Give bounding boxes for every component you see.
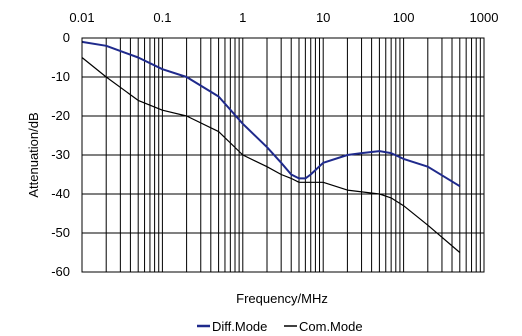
x-tick-label: 100 bbox=[393, 10, 415, 25]
y-tick-label: -10 bbox=[51, 69, 70, 84]
x-tick-label: 10 bbox=[316, 10, 330, 25]
x-tick-label: 0.1 bbox=[153, 10, 171, 25]
legend: Diff.Mode Com.Mode bbox=[197, 319, 363, 334]
x-tick-label: 0.01 bbox=[69, 10, 94, 25]
y-tick-label: -60 bbox=[51, 264, 70, 279]
series-line-com-mode bbox=[81, 57, 461, 253]
y-tick-label: -40 bbox=[51, 186, 70, 201]
legend-label: Diff.Mode bbox=[212, 319, 267, 334]
x-tick-label: 1000 bbox=[470, 10, 499, 25]
y-tick-labels: 0 -10 -20 -30 -40 -50 -60 bbox=[51, 30, 70, 279]
y-tick-label: -30 bbox=[51, 147, 70, 162]
series-lines bbox=[81, 40, 461, 253]
grid bbox=[81, 37, 484, 273]
series-line-diff-mode bbox=[81, 40, 461, 188]
x-tick-labels: 0.01 0.1 1 10 100 1000 bbox=[69, 10, 498, 25]
x-axis-label: Frequency/MHz bbox=[236, 291, 328, 306]
y-tick-label: -50 bbox=[51, 225, 70, 240]
y-tick-label: -20 bbox=[51, 108, 70, 123]
x-tick-label: 1 bbox=[239, 10, 246, 25]
plot-frame bbox=[81, 37, 485, 273]
y-axis-label: Attenuation/dB bbox=[26, 112, 41, 197]
y-tick-label: 0 bbox=[63, 30, 70, 45]
legend-label: Com.Mode bbox=[299, 319, 363, 334]
